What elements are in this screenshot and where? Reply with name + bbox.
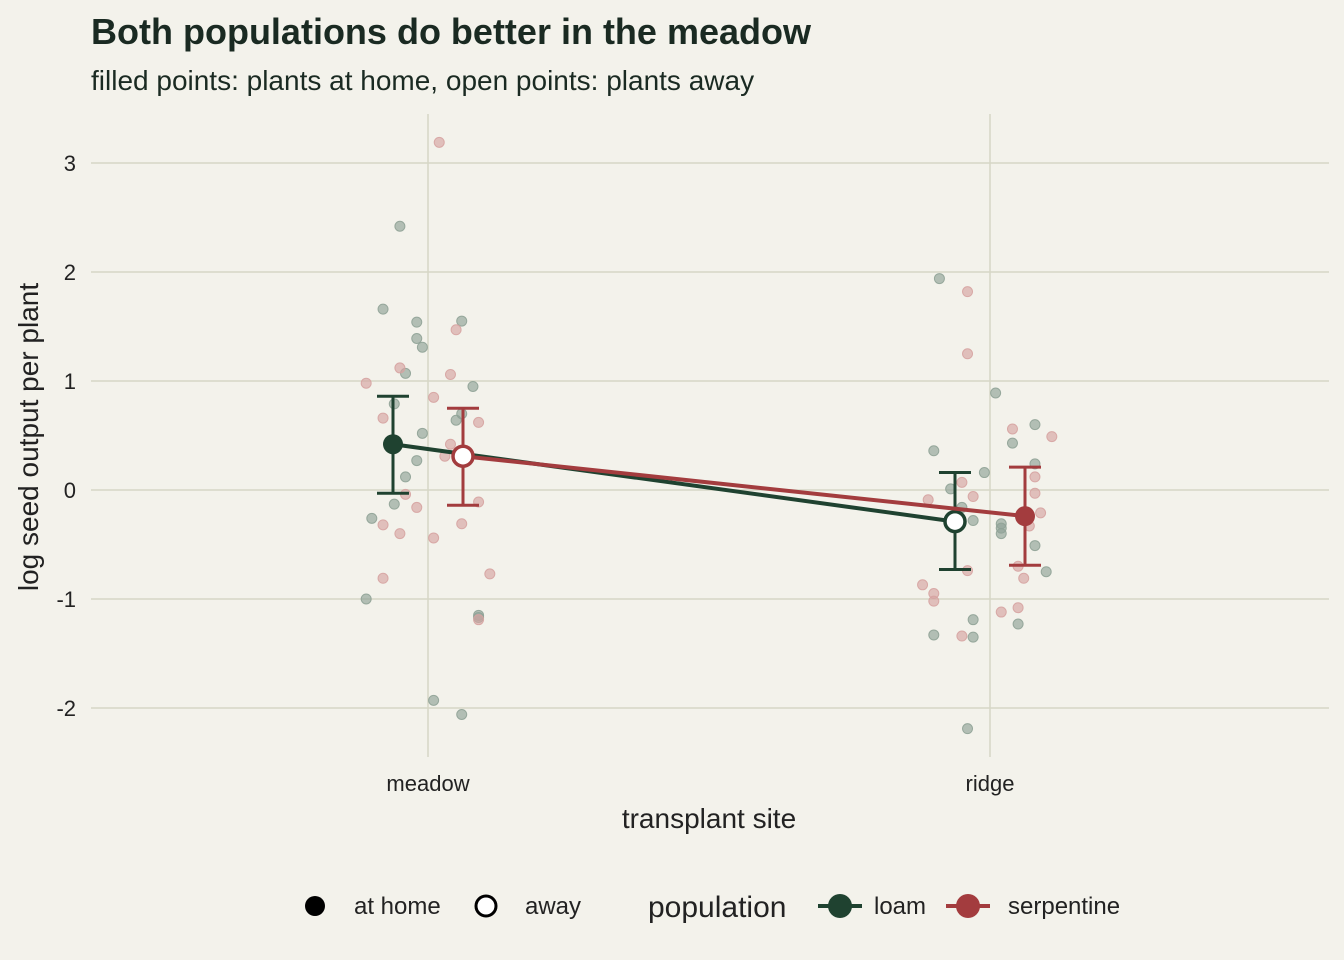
raw-point-loam — [388, 498, 400, 510]
raw-point-serpentine — [428, 391, 440, 403]
x-tick-label: meadow — [386, 771, 469, 796]
raw-point-serpentine — [1046, 431, 1058, 443]
raw-point-serpentine — [433, 136, 445, 148]
raw-point-serpentine — [928, 595, 940, 607]
raw-point-loam — [967, 515, 979, 527]
y-tick-label: -2 — [56, 696, 76, 721]
raw-point-serpentine — [967, 491, 979, 503]
raw-point-loam — [995, 528, 1007, 540]
raw-point-loam — [428, 694, 440, 706]
legend-label-serpentine: serpentine — [1008, 893, 1120, 920]
raw-point-serpentine — [411, 501, 423, 513]
raw-point-loam — [394, 220, 406, 232]
raw-point-serpentine — [1006, 423, 1018, 435]
legend-title-population: population — [648, 891, 786, 924]
y-tick-label: 1 — [64, 369, 76, 394]
mean-point-home-serpentine — [1015, 506, 1035, 527]
raw-point-loam — [1040, 566, 1052, 578]
raw-point-loam — [450, 414, 462, 426]
raw-point-serpentine — [956, 630, 968, 642]
x-axis-ticks: meadow ridge — [386, 771, 1014, 796]
raw-point-loam — [933, 273, 945, 285]
raw-point-serpentine — [917, 579, 929, 591]
raw-point-loam — [416, 341, 428, 353]
raw-point-serpentine — [444, 368, 456, 380]
chart-subtitle: filled points: plants at home, open poin… — [91, 65, 754, 96]
raw-point-serpentine — [962, 286, 974, 298]
raw-point-loam — [456, 708, 468, 720]
raw-point-serpentine — [962, 348, 974, 360]
legend-key-away — [474, 894, 498, 918]
raw-point-loam — [1006, 437, 1018, 449]
mean-point-away-serpentine — [451, 444, 475, 468]
raw-point-serpentine — [473, 614, 485, 626]
y-tick-label: 2 — [64, 260, 76, 285]
raw-point-serpentine — [473, 416, 485, 428]
raw-point-loam — [1029, 419, 1041, 431]
chart-title: Both populations do better in the meadow — [91, 11, 812, 52]
raw-point-serpentine — [1035, 507, 1047, 519]
raw-point-serpentine — [428, 532, 440, 544]
grid-lines — [91, 114, 1329, 757]
legend-key-point-loam — [828, 894, 852, 918]
legend: at home away population loam serpentine — [305, 891, 1120, 924]
raw-point-serpentine — [484, 568, 496, 580]
raw-point-serpentine — [1012, 602, 1024, 614]
raw-point-loam — [1012, 618, 1024, 630]
raw-point-serpentine — [1029, 487, 1041, 499]
y-axis-label: log seed output per plant — [13, 283, 44, 591]
raw-point-loam — [411, 455, 423, 467]
legend-label-loam: loam — [874, 893, 926, 920]
summary-estimates — [377, 394, 1041, 572]
legend-label-away: away — [525, 893, 581, 920]
raw-point-loam — [967, 631, 979, 643]
legend-key-point-serpentine — [956, 894, 980, 918]
legend-key-at-home — [305, 896, 325, 916]
raw-point-loam — [366, 512, 378, 524]
y-tick-label: -1 — [56, 587, 76, 612]
raw-point-serpentine — [394, 362, 406, 374]
raw-point-loam — [416, 427, 428, 439]
raw-point-loam — [978, 467, 990, 479]
raw-point-serpentine — [360, 377, 372, 389]
raw-point-serpentine — [1029, 471, 1041, 483]
raw-point-serpentine — [377, 519, 389, 531]
raw-point-serpentine — [394, 528, 406, 540]
mean-point-away-loam — [943, 509, 967, 534]
mean-line-serpentine — [462, 454, 1026, 519]
y-tick-label: 0 — [64, 478, 76, 503]
raw-point-loam — [967, 614, 979, 626]
raw-point-serpentine — [450, 324, 462, 336]
raw-point-serpentine — [956, 476, 968, 488]
raw-point-loam — [928, 445, 940, 457]
raw-point-serpentine — [922, 494, 934, 506]
y-axis-ticks: -2 -1 0 1 2 3 — [56, 151, 76, 721]
raw-point-loam — [456, 315, 468, 327]
y-tick-label: 3 — [64, 151, 76, 176]
raw-point-loam — [962, 723, 974, 735]
raw-point-serpentine — [1018, 572, 1030, 584]
raw-point-loam — [360, 593, 372, 605]
x-tick-label: ridge — [966, 771, 1015, 796]
raw-point-serpentine — [444, 438, 456, 450]
raw-point-loam — [411, 333, 423, 345]
raw-point-loam — [377, 303, 389, 315]
raw-point-loam — [411, 316, 423, 328]
raw-point-loam — [1029, 540, 1041, 552]
x-axis-label: transplant site — [622, 803, 796, 834]
raw-point-loam — [928, 629, 940, 641]
raw-point-serpentine — [377, 412, 389, 424]
raw-point-serpentine — [377, 572, 389, 584]
legend-label-at-home: at home — [354, 893, 441, 920]
raw-point-serpentine — [995, 606, 1007, 618]
mean-point-home-loam — [383, 434, 403, 455]
raw-point-loam — [467, 380, 479, 392]
raw-point-loam — [400, 471, 412, 483]
raw-point-loam — [990, 387, 1002, 399]
raw-point-serpentine — [456, 518, 468, 530]
